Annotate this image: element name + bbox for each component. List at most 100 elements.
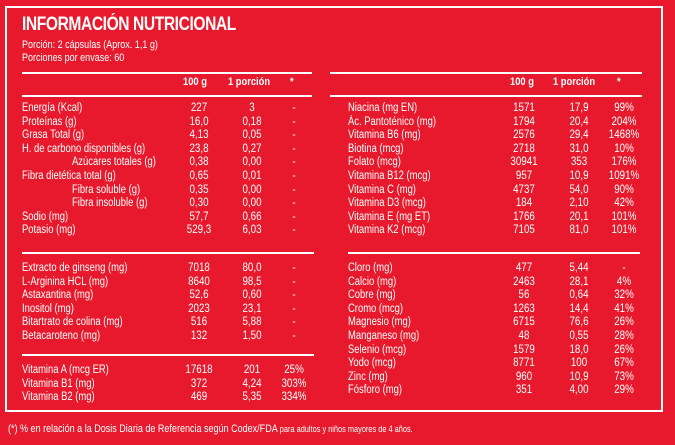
divider — [22, 354, 314, 356]
value-daily-percent: 1091% — [608, 170, 640, 182]
value-per-100g: 16,0 — [189, 115, 209, 128]
value-per-100g: 960 — [515, 370, 533, 383]
nutrient-label: Astaxantina (mg) — [22, 289, 94, 302]
value-daily-percent: 4% — [616, 275, 632, 288]
value-per-100g: 2463 — [513, 275, 535, 288]
value-per-100g: 48 — [518, 330, 530, 342]
value-per-portion: 0,55 — [569, 330, 589, 342]
value-per-100g: 4737 — [513, 183, 535, 196]
value-per-100g: 1579 — [513, 343, 535, 356]
value-daily-percent: 32% — [614, 289, 634, 302]
nutrient-label: Fósforo (mg) — [348, 384, 402, 397]
value-per-portion: 4,00 — [569, 384, 589, 397]
value-per-100g: 8640 — [188, 275, 210, 288]
value-per-portion: 100 — [570, 357, 588, 370]
value-per-portion: 5,44 — [569, 262, 589, 274]
value-daily-percent: - — [292, 289, 296, 302]
value-per-100g: 8771 — [513, 357, 535, 370]
footnote-main: (*) % en relación a la Dosis Diaria de R… — [8, 423, 278, 435]
value-per-100g: 17618 — [185, 364, 213, 376]
value-per-portion: 28,1 — [569, 275, 589, 288]
value-per-100g: 4,13 — [189, 129, 209, 142]
nutrient-label: Vitamina D3 (mcg) — [348, 197, 426, 210]
value-per-100g: 1794 — [513, 115, 535, 128]
value-per-100g: 6715 — [513, 316, 535, 329]
nutrient-label: Zinc (mg) — [348, 370, 388, 383]
value-per-100g: 529,3 — [186, 224, 212, 237]
nutrient-label: Folato (mcg) — [348, 156, 401, 169]
value-per-portion: 3 — [249, 102, 255, 114]
nutrient-label: Sodio (mg) — [22, 210, 69, 223]
value-per-portion: 0,18 — [242, 115, 262, 128]
value-per-100g: 2023 — [188, 302, 210, 315]
value-daily-percent: - — [292, 129, 296, 142]
value-per-portion: 6,03 — [242, 224, 262, 237]
col-header-portion: 1 porción — [228, 76, 271, 88]
label-frame — [5, 6, 663, 412]
value-per-portion: 353 — [570, 156, 588, 169]
footnote: (*) % en relación a la Dosis Diaria de R… — [8, 423, 413, 435]
value-daily-percent: - — [292, 183, 296, 196]
value-daily-percent: 334% — [281, 391, 307, 404]
value-per-100g: 957 — [515, 170, 533, 182]
value-per-portion: 29,4 — [569, 129, 589, 142]
value-per-portion: 201 — [243, 364, 261, 376]
nutrient-label: Inositol (mg) — [22, 302, 74, 315]
nutrient-label: Fibra insoluble (g) — [72, 197, 148, 210]
value-per-100g: 477 — [515, 262, 533, 274]
value-daily-percent: 25% — [284, 364, 304, 376]
nutrient-label: Magnesio (mg) — [348, 316, 411, 329]
nutrient-label: Energía (Kcal) — [22, 102, 83, 114]
value-per-100g: 372 — [190, 377, 208, 390]
nutrient-label: Manganeso (mg) — [348, 330, 420, 342]
value-daily-percent: - — [292, 210, 296, 223]
value-per-100g: 227 — [190, 102, 208, 114]
col-header-100g: 100 g — [510, 76, 534, 88]
value-per-100g: 56 — [518, 289, 530, 302]
value-per-100g: 0,30 — [189, 197, 209, 210]
value-per-100g: 7105 — [513, 224, 535, 237]
nutrient-label: Potasio (mg) — [22, 224, 76, 237]
nutrient-label: Azúcares totales (g) — [72, 156, 156, 169]
value-daily-percent: 1468% — [608, 129, 640, 142]
value-per-portion: 0,00 — [242, 197, 262, 210]
nutrient-label: Proteínas (g) — [22, 115, 77, 128]
nutrient-label: H. de carbono disponibles (g) — [22, 142, 146, 155]
value-per-portion: 81,0 — [569, 224, 589, 237]
value-per-100g: 1263 — [513, 302, 535, 315]
value-per-100g: 1766 — [513, 210, 535, 223]
value-per-portion: 80,0 — [242, 262, 262, 274]
nutrient-label: Vitamina B12 (mcg) — [348, 170, 431, 182]
value-daily-percent: 28% — [614, 330, 634, 342]
nutrient-label: Cromo (mcg) — [348, 302, 404, 315]
nutrient-label: Extracto de ginseng (mg) — [22, 262, 128, 274]
value-per-portion: 0,00 — [242, 183, 262, 196]
value-daily-percent: 26% — [614, 316, 634, 329]
value-daily-percent: - — [292, 102, 296, 114]
value-per-portion: 17,9 — [569, 102, 589, 114]
value-daily-percent: - — [292, 224, 296, 237]
value-per-portion: 5,35 — [242, 391, 262, 404]
value-daily-percent: 41% — [614, 302, 634, 315]
nutrient-label: Ác. Pantoténico (mg) — [348, 115, 437, 128]
value-daily-percent: - — [292, 142, 296, 155]
nutrient-label: Betacaroteno (mg) — [22, 330, 101, 342]
value-per-portion: 23,1 — [242, 302, 262, 315]
value-per-100g: 351 — [515, 384, 533, 397]
value-per-100g: 0,65 — [189, 170, 209, 182]
value-per-portion: 0,64 — [569, 289, 589, 302]
footnote-small: para adultos y niños mayores de 4 años. — [277, 424, 413, 434]
value-per-portion: 5,88 — [242, 316, 262, 329]
value-per-portion: 10,9 — [569, 170, 589, 182]
value-per-portion: 0,66 — [242, 210, 262, 223]
value-per-portion: 14,4 — [569, 302, 589, 315]
value-daily-percent: 67% — [614, 357, 634, 370]
divider — [22, 252, 314, 254]
col-header-portion: 1 porción — [553, 76, 596, 88]
value-per-100g: 1571 — [513, 102, 535, 114]
value-daily-percent: 176% — [611, 156, 637, 169]
value-per-100g: 516 — [190, 316, 208, 329]
value-per-100g: 0,38 — [189, 156, 209, 169]
nutrient-label: Vitamina B2 (mg) — [22, 391, 95, 404]
value-per-portion: 0,60 — [242, 289, 262, 302]
